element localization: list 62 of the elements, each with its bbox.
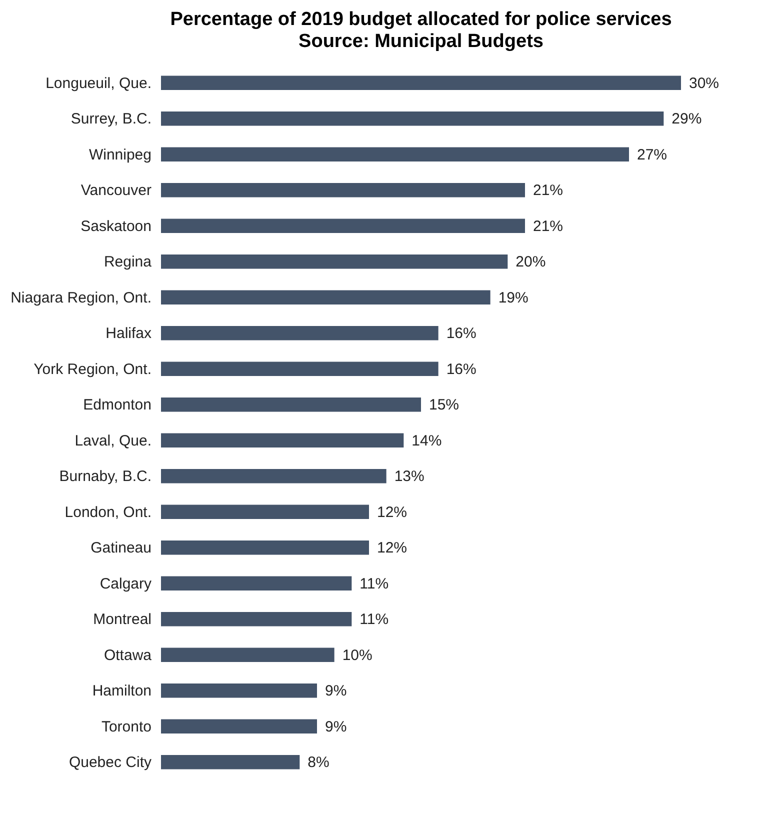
bar	[161, 504, 369, 520]
y-tick-label: Montreal	[93, 611, 152, 628]
data-label: 19%	[498, 289, 528, 306]
data-label: 11%	[360, 611, 389, 628]
y-tick-label: Regina	[104, 254, 152, 271]
bar	[161, 254, 508, 269]
data-label: 10%	[342, 646, 372, 664]
data-label: 9%	[325, 682, 347, 700]
data-label: 15%	[429, 396, 460, 414]
data-label: 16%	[446, 325, 476, 342]
bar	[161, 326, 438, 340]
y-tick-label: Gatineau	[90, 540, 152, 557]
y-tick-label: York Region, Ont.	[34, 360, 152, 378]
data-label: 9%	[325, 718, 347, 736]
bar	[161, 290, 490, 305]
bar	[161, 648, 334, 662]
y-tick-label: Burnaby, B.C.	[59, 468, 152, 486]
bar	[161, 111, 664, 126]
bar	[161, 433, 404, 448]
bar	[161, 683, 317, 698]
data-label: 12%	[377, 504, 408, 521]
data-label: 14%	[412, 432, 442, 450]
chart-title: Percentage of 2019 budget allocated for police services	[170, 9, 672, 30]
data-label: 12%	[377, 540, 408, 557]
y-tick-label: London, Ont.	[64, 504, 152, 521]
bar	[161, 612, 352, 626]
y-tick-label: Winnipeg	[88, 146, 152, 164]
data-label: 8%	[308, 754, 330, 772]
bar	[161, 468, 386, 484]
data-label: 21%	[533, 218, 564, 235]
bar	[161, 182, 525, 198]
data-label: 29%	[672, 110, 702, 128]
y-tick-label: Surrey, B.C.	[70, 110, 152, 128]
data-label: 21%	[533, 182, 564, 200]
bar	[161, 147, 629, 162]
y-tick-label: Quebec City	[68, 754, 152, 772]
data-label: 13%	[394, 468, 424, 486]
data-label: 16%	[446, 360, 476, 378]
y-tick-label: Calgary	[100, 575, 152, 592]
y-tick-label: Niagara Region, Ont.	[10, 289, 152, 306]
y-tick-label: Saskatoon	[80, 218, 152, 235]
bar	[161, 754, 300, 770]
bar	[161, 76, 681, 90]
y-tick-label: Ottawa	[104, 646, 152, 664]
y-tick-label: Hamilton	[92, 682, 152, 700]
bar	[161, 576, 352, 591]
bar	[161, 540, 369, 555]
y-tick-label: Vancouver	[80, 182, 152, 200]
chart-subtitle: Source: Municipal Budgets	[298, 31, 544, 52]
y-tick-label: Halifax	[106, 325, 152, 342]
y-tick-label: Laval, Que.	[74, 432, 152, 450]
bar	[161, 218, 525, 234]
bar	[161, 397, 421, 412]
y-tick-label: Longueuil, Que.	[46, 74, 152, 92]
data-label: 11%	[360, 575, 389, 592]
data-label: 27%	[637, 146, 668, 164]
bar	[161, 362, 438, 376]
data-label: 30%	[689, 74, 720, 92]
data-label: 20%	[516, 254, 546, 271]
bar	[161, 719, 317, 734]
y-tick-label: Toronto	[101, 718, 152, 736]
y-tick-label: Edmonton	[83, 396, 152, 414]
